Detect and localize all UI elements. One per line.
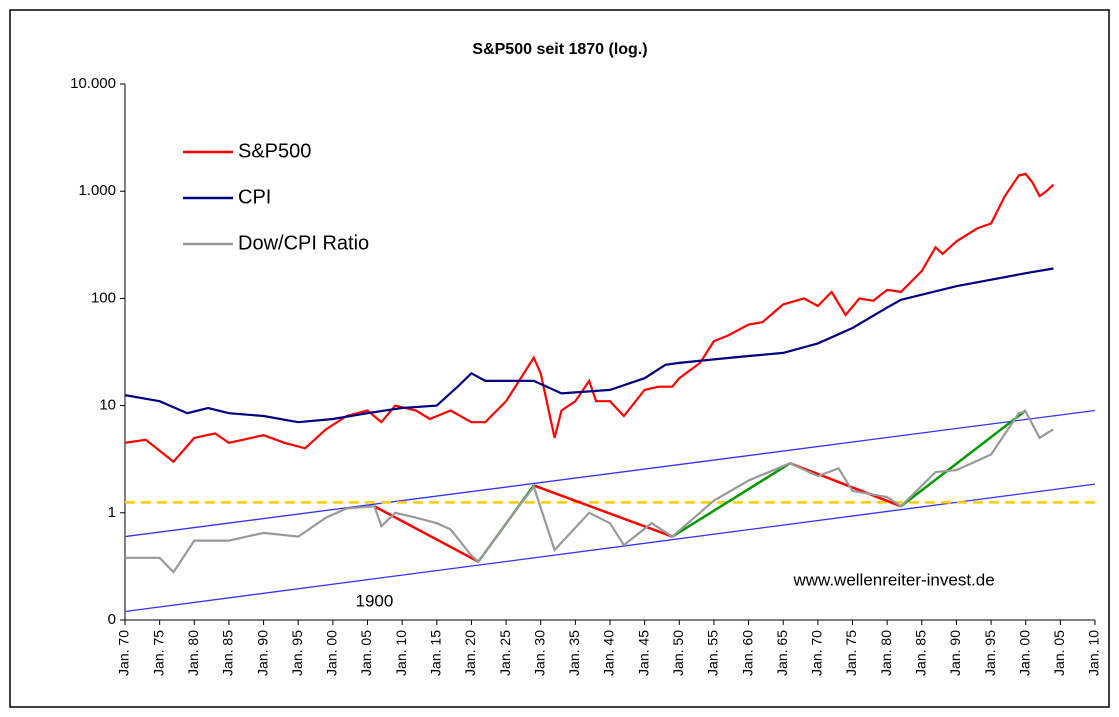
annotation-line	[789, 462, 902, 508]
x-tick-label: Jan. 85	[220, 630, 236, 676]
x-tick-label: Jan. 25	[497, 630, 513, 676]
y-tick-label: 0	[108, 611, 116, 628]
x-tick-label: Jan. 75	[843, 630, 859, 676]
x-tick-label: Jan. 80	[878, 630, 894, 676]
y-tick-label: 100	[91, 289, 116, 306]
x-tick-label: Jan. 40	[601, 630, 617, 676]
x-tick-label: Jan. 10	[393, 630, 409, 676]
x-tick-label: Jan. 85	[912, 630, 928, 676]
annotation-line	[124, 409, 1096, 538]
legend-label: CPI	[238, 186, 271, 208]
x-tick-label: Jan. 05	[1051, 630, 1067, 676]
annotation-line	[671, 462, 791, 538]
annotation-line	[900, 409, 1027, 508]
x-tick-label: Jan. 20	[462, 630, 478, 676]
x-tick-label: Jan. 10	[1086, 630, 1102, 676]
y-tick-label: 10	[99, 397, 116, 414]
y-tick-label: 1.000	[78, 182, 116, 199]
x-tick-label: Jan. 70	[809, 630, 825, 676]
x-tick-label: Jan. 95	[982, 630, 998, 676]
x-tick-label: Jan. 55	[705, 630, 721, 676]
x-tick-label: Jan. 50	[670, 630, 686, 676]
x-tick-label: Jan. 00	[1016, 630, 1032, 676]
annotation-text: 1900	[356, 592, 394, 611]
annotation-text: www.wellenreiter-invest.de	[792, 571, 994, 590]
x-tick-label: Jan. 60	[739, 630, 755, 676]
series-line	[124, 267, 1054, 424]
x-tick-label: Jan. 05	[358, 630, 374, 676]
x-tick-label: Jan. 15	[427, 630, 443, 676]
y-tick-label: 1	[108, 504, 116, 521]
series-line	[125, 410, 1054, 574]
legend-label: Dow/CPI Ratio	[238, 232, 369, 254]
x-tick-label: Jan. 00	[324, 630, 340, 676]
legend-label: S&P500	[238, 140, 311, 162]
x-tick-label: Jan. 30	[531, 630, 547, 676]
chart-frame	[9, 9, 1110, 708]
x-tick-label: Jan. 95	[289, 630, 305, 676]
x-tick-label: Jan. 70	[116, 630, 132, 676]
x-tick-label: Jan. 80	[185, 630, 201, 676]
x-tick-label: Jan. 90	[254, 630, 270, 676]
y-tick-label: 10.000	[70, 75, 116, 92]
annotation-line	[533, 484, 673, 538]
x-tick-label: Jan. 90	[947, 630, 963, 676]
x-tick-label: Jan. 45	[635, 630, 651, 676]
chart-title: S&P500 seit 1870 (log.)	[472, 41, 647, 58]
x-tick-label: Jan. 75	[150, 630, 166, 676]
x-tick-label: Jan. 65	[774, 630, 790, 676]
annotation-line	[124, 483, 1096, 613]
x-tick-label: Jan. 35	[566, 630, 582, 676]
